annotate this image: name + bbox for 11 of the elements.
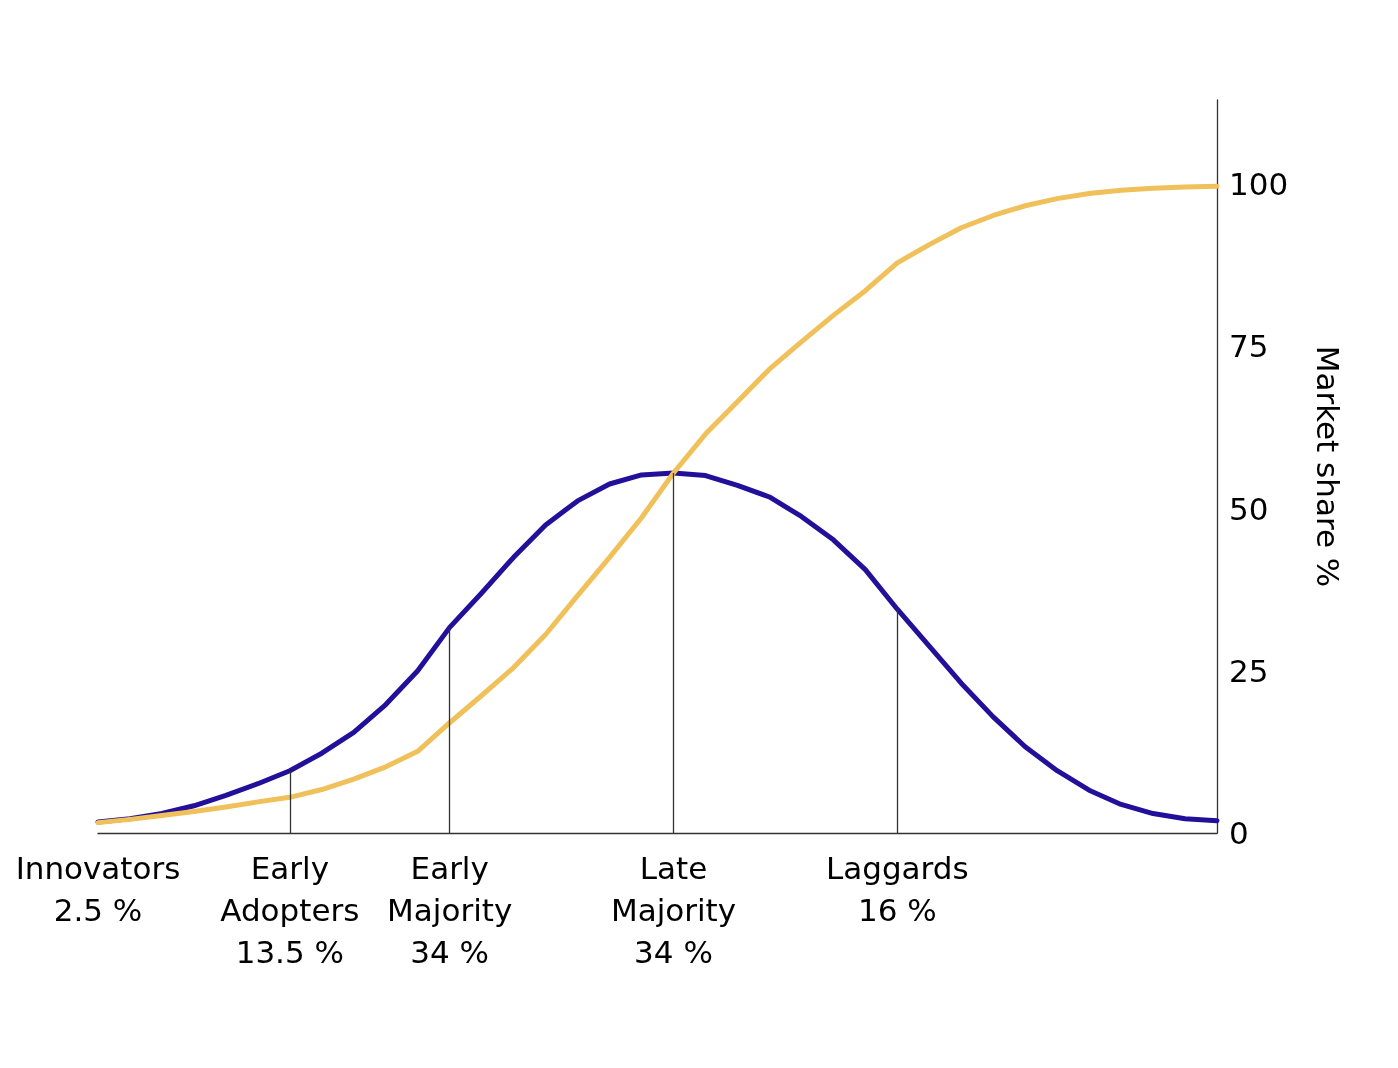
y-axis-title: Market share % [1309, 345, 1346, 588]
y-tick-label: 0 [1229, 815, 1249, 851]
x-tick-label: Innovators 2.5 % [15, 850, 181, 928]
x-tick-label: Early Majority 34 % [387, 850, 513, 970]
y-tick-label: 75 [1229, 328, 1269, 365]
y-tick-label: 100 [1229, 166, 1289, 203]
y-tick-label: 50 [1229, 490, 1269, 527]
x-tick-label: Late Majority 34 % [610, 850, 737, 970]
x-tick-label: Laggards 16 % [825, 850, 969, 928]
x-tick-label: Early Adopters 13.5 % [220, 850, 360, 970]
y-tick-label: 25 [1229, 652, 1269, 689]
